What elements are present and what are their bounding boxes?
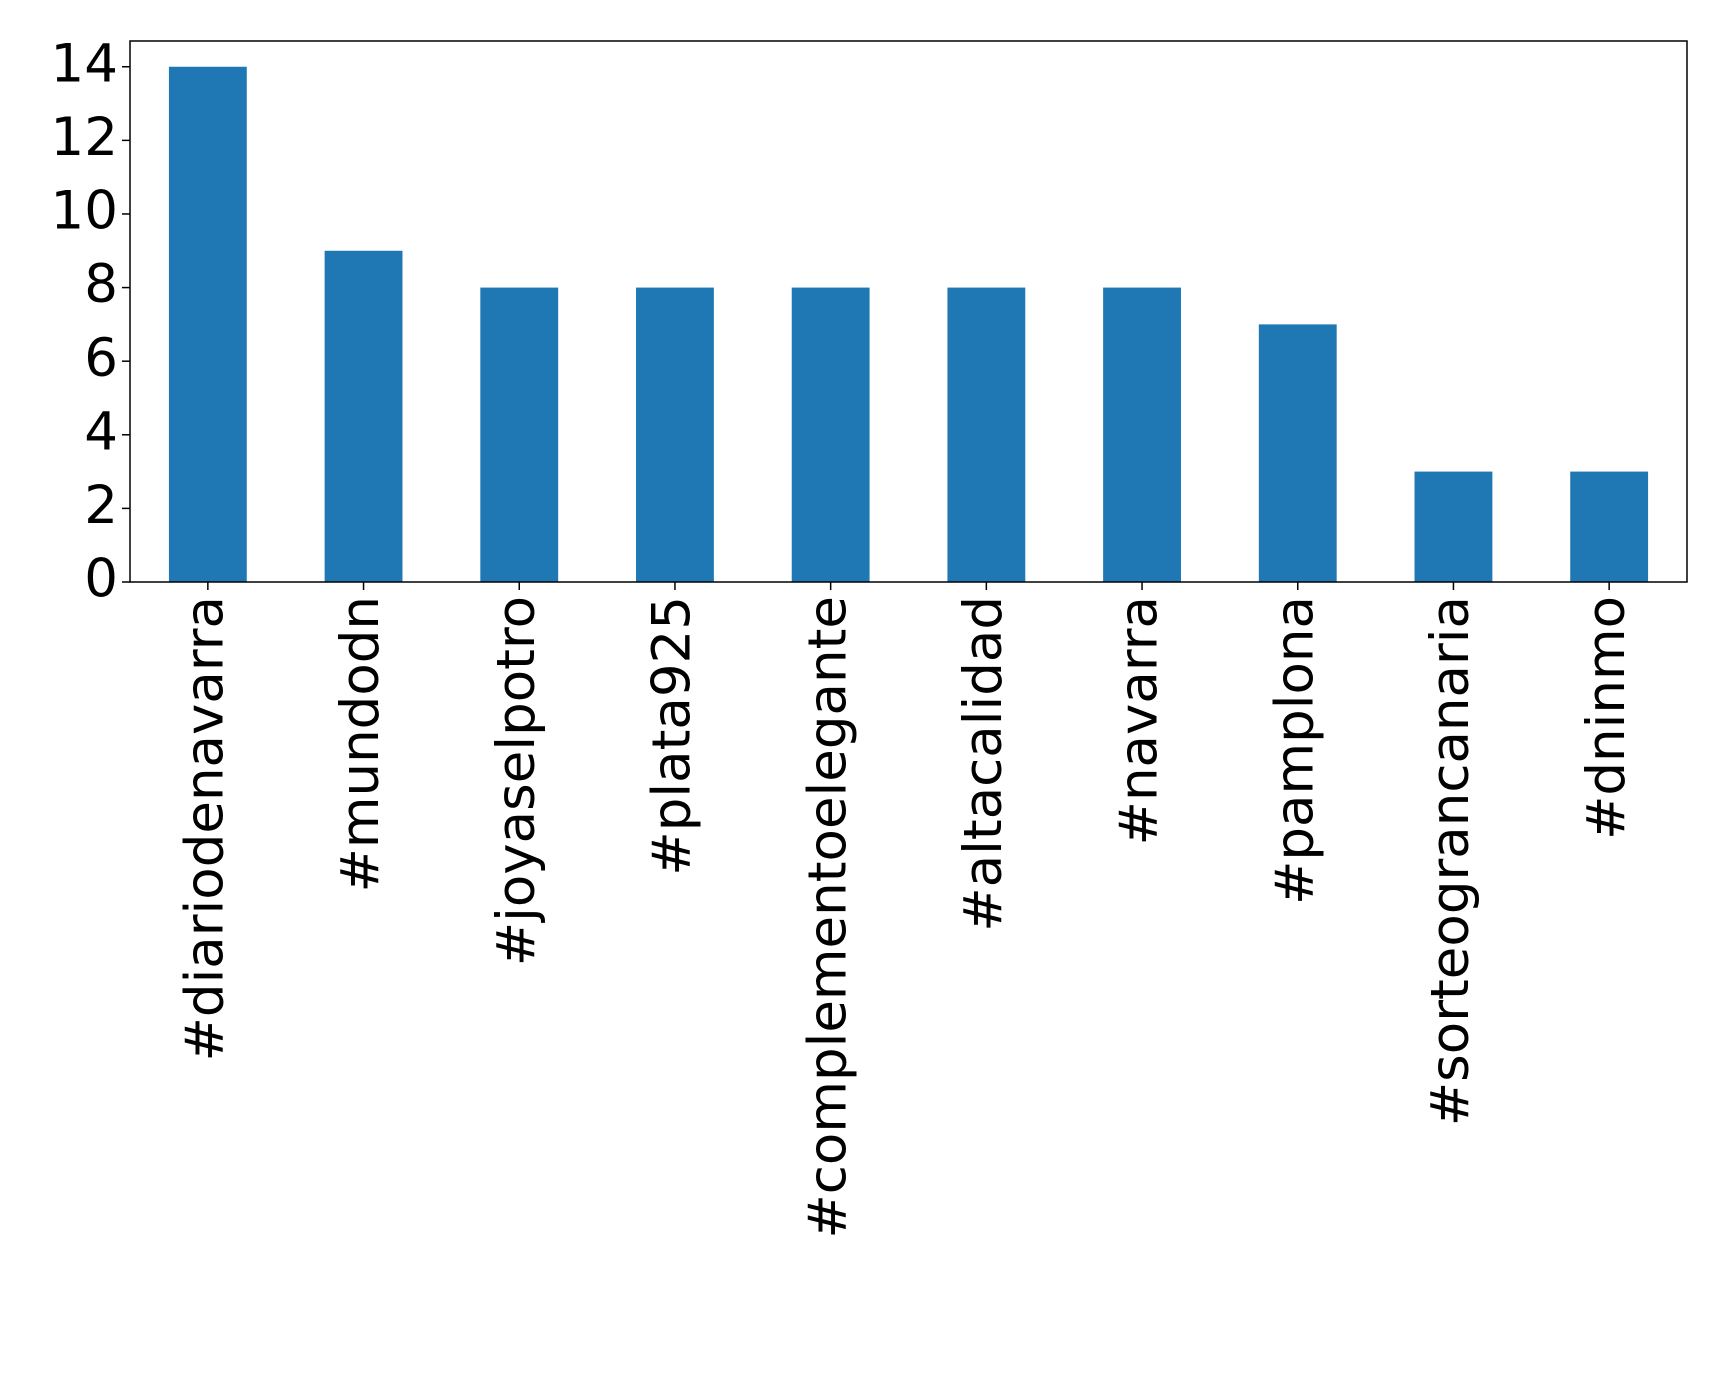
plot-frame bbox=[129, 40, 1688, 583]
x-tick-label: #plata925 bbox=[642, 596, 703, 876]
bar bbox=[480, 287, 559, 582]
x-tick-label: #altacalidad bbox=[953, 596, 1014, 932]
bar bbox=[168, 66, 247, 582]
x-tick-label: #complementoelegante bbox=[797, 596, 858, 1239]
bar bbox=[947, 287, 1026, 582]
x-tick-label: #navarra bbox=[1109, 596, 1170, 845]
y-tick-label: 2 bbox=[84, 475, 118, 536]
bar bbox=[791, 287, 870, 582]
bar bbox=[1414, 471, 1493, 582]
y-tick-label: 10 bbox=[51, 181, 118, 242]
y-tick-label: 6 bbox=[84, 328, 118, 389]
y-tick-label: 8 bbox=[84, 254, 118, 315]
y-tick-label: 14 bbox=[51, 33, 118, 94]
x-tick-label: #dninmo bbox=[1576, 596, 1637, 840]
bar bbox=[324, 250, 403, 582]
x-tick-label: #mundodn bbox=[330, 596, 391, 893]
y-tick-label: 0 bbox=[84, 549, 118, 610]
x-tick-label: #joyaselpotro bbox=[486, 596, 547, 966]
x-tick-label: #pamplona bbox=[1264, 596, 1325, 905]
bar bbox=[636, 287, 714, 582]
bar bbox=[1258, 324, 1337, 582]
y-tick-label: 4 bbox=[84, 401, 118, 462]
y-tick-label: 12 bbox=[51, 107, 118, 168]
bar bbox=[1103, 287, 1181, 582]
x-tick-label: #diariodenavarra bbox=[174, 596, 235, 1061]
x-tick-label: #sorteograncanaria bbox=[1420, 596, 1481, 1126]
bar bbox=[1570, 471, 1649, 582]
